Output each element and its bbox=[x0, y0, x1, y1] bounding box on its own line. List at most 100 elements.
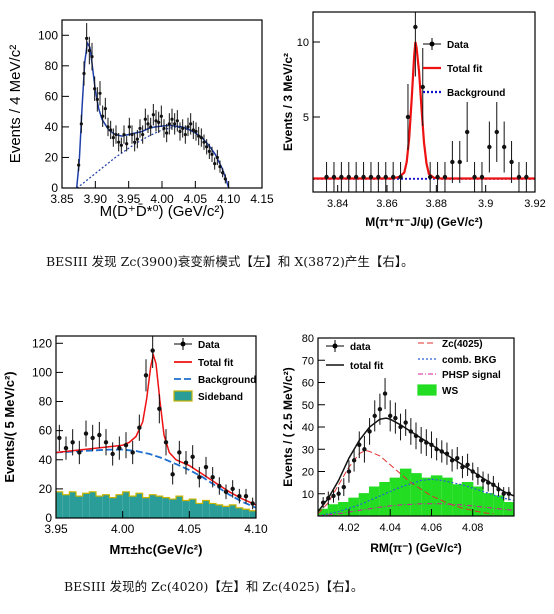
data-point bbox=[457, 159, 462, 165]
background-curve bbox=[76, 126, 230, 188]
data-point bbox=[194, 129, 198, 134]
data-point bbox=[85, 36, 89, 40]
sideband-hist-bin bbox=[122, 491, 130, 518]
data-point bbox=[398, 424, 403, 430]
data-point bbox=[163, 440, 169, 445]
ws-hist-bin bbox=[338, 502, 349, 516]
x-tick-label: 3.95 bbox=[117, 192, 141, 206]
y-axis-label: Events / 4 MeV/c² bbox=[7, 45, 24, 163]
data-point bbox=[442, 174, 448, 180]
legend-marker bbox=[332, 343, 338, 349]
sideband-hist-bin bbox=[202, 500, 210, 518]
data-point bbox=[97, 432, 102, 438]
plot-area bbox=[56, 336, 256, 518]
sideband-hist-bin bbox=[222, 506, 230, 518]
sideband-hist-bin bbox=[129, 496, 136, 518]
data-point bbox=[346, 174, 351, 180]
data-point bbox=[133, 140, 137, 144]
data-point bbox=[87, 48, 91, 53]
x-tick-label: 3.92 bbox=[524, 198, 545, 210]
data-point bbox=[70, 440, 75, 445]
y-tick-label: 0 bbox=[51, 181, 58, 195]
data-point bbox=[205, 145, 209, 149]
data-point bbox=[127, 125, 131, 129]
y-tick-label: 100 bbox=[38, 28, 58, 42]
data-point bbox=[341, 484, 346, 490]
data-point bbox=[210, 152, 214, 156]
data-point bbox=[98, 91, 102, 95]
sideband-hist-bin bbox=[242, 509, 250, 518]
x-axis-label: Mπ±hc(GeV/c²) bbox=[110, 542, 203, 557]
data-point bbox=[183, 460, 189, 465]
data-point bbox=[149, 125, 153, 129]
y-tick-label: 10 bbox=[302, 489, 314, 501]
x-tick-label: 3.9 bbox=[478, 198, 493, 210]
sideband-hist-bin bbox=[182, 500, 190, 518]
y-tick-label: 30 bbox=[302, 444, 314, 456]
sideband-hist-bin bbox=[142, 497, 150, 518]
data-point bbox=[90, 435, 95, 441]
x-tick-label: 4.06 bbox=[421, 522, 442, 534]
data-point bbox=[83, 431, 89, 436]
sideband-hist-bin bbox=[116, 494, 123, 518]
ws-hist-bin bbox=[359, 493, 370, 516]
legend: Data Total fit Background bbox=[423, 38, 505, 99]
ws-hist-bin bbox=[390, 478, 401, 516]
data-point bbox=[413, 24, 418, 30]
y-axis-label: Events / ( 2.5 MeV/c²) bbox=[281, 367, 295, 486]
data-point bbox=[250, 501, 255, 506]
sideband-hist-bin bbox=[196, 503, 203, 518]
legend-label: Background bbox=[198, 375, 256, 386]
y-axis-label: Events/( 5 MeV/c²) bbox=[2, 371, 17, 482]
total-fit-curve bbox=[313, 41, 535, 180]
data-point bbox=[479, 174, 485, 180]
sideband-hist-bin bbox=[109, 497, 116, 518]
legend-label: data bbox=[350, 342, 371, 353]
data-point bbox=[191, 128, 195, 132]
data-point bbox=[480, 478, 486, 483]
data-point bbox=[470, 469, 475, 474]
sideband-hist-bin bbox=[209, 503, 216, 518]
data-point bbox=[125, 142, 129, 146]
data-point bbox=[103, 440, 109, 445]
legend-marker bbox=[429, 41, 435, 47]
data-point bbox=[501, 144, 507, 150]
data-point bbox=[434, 447, 439, 452]
data-point bbox=[215, 155, 219, 160]
data-point bbox=[393, 415, 398, 421]
x-tick-label: 3.84 bbox=[327, 198, 348, 210]
x-tick-label: 4.08 bbox=[462, 522, 483, 534]
y-tick-label: 100 bbox=[32, 365, 52, 379]
data-point bbox=[213, 161, 217, 166]
data-point bbox=[524, 174, 529, 180]
data-point bbox=[117, 140, 121, 144]
x-tick-label: 3.95 bbox=[44, 522, 68, 536]
data-point bbox=[408, 429, 414, 434]
data-point bbox=[77, 450, 82, 455]
data-point bbox=[210, 475, 215, 480]
data-point bbox=[122, 132, 126, 137]
sideband-hist-bin bbox=[136, 493, 143, 518]
data-point bbox=[203, 464, 209, 470]
data-point bbox=[424, 440, 429, 445]
plot-frame bbox=[55, 335, 257, 519]
y-tick-label: 0 bbox=[45, 511, 52, 525]
y-tick-label: 40 bbox=[302, 422, 314, 434]
ws-hist-outline bbox=[318, 468, 514, 516]
sideband-hist-bin bbox=[162, 497, 170, 518]
data-point bbox=[449, 458, 455, 463]
data-point bbox=[189, 122, 193, 126]
data-point bbox=[367, 429, 372, 434]
data-point bbox=[516, 174, 522, 180]
ws-hist-bin bbox=[318, 509, 329, 516]
y-tick-label: 10 bbox=[297, 37, 309, 49]
ws-hist-bin bbox=[452, 484, 463, 516]
y-tick-label: 80 bbox=[302, 333, 314, 345]
data-point bbox=[183, 132, 187, 137]
x-axis-label: M(D⁺D̄*⁰) (GeV/c²) bbox=[100, 203, 225, 220]
data-point bbox=[377, 407, 383, 412]
legend-marker bbox=[173, 390, 193, 402]
plot-area bbox=[318, 378, 514, 516]
ws-hist-bin bbox=[441, 478, 453, 516]
x-tick-label: 4.10 bbox=[217, 192, 241, 206]
